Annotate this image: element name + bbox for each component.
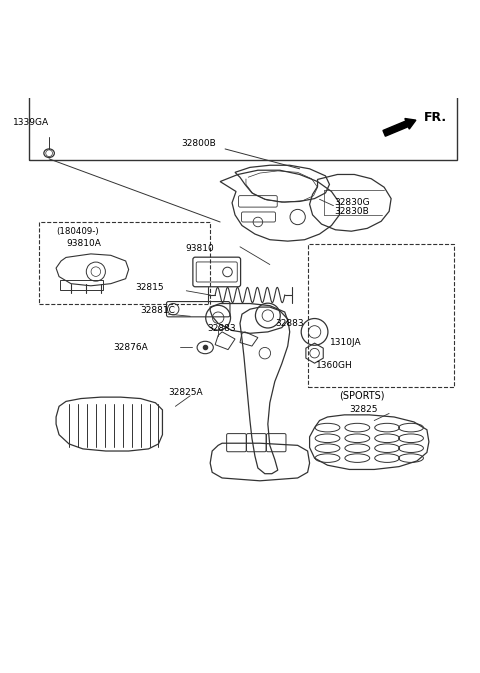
Text: (SPORTS): (SPORTS) [339,391,385,400]
Text: 1339GA: 1339GA [13,118,49,127]
Text: 32800B: 32800B [181,139,216,149]
Text: 32830G: 32830G [335,199,370,207]
Text: 32883: 32883 [207,324,236,333]
Text: 32830B: 32830B [335,207,369,216]
Text: 32881C: 32881C [141,306,176,315]
Text: 93810A: 93810A [66,239,101,248]
Text: 32825: 32825 [349,405,378,415]
Bar [29,0,457,160]
Text: 32825A: 32825A [168,388,203,396]
Text: FR.: FR. [424,111,447,125]
Bar [39,222,210,304]
Text: 1360GH: 1360GH [315,361,352,370]
Text: (180409-): (180409-) [56,227,99,236]
Text: 32883: 32883 [275,319,303,328]
Bar [308,244,454,387]
Text: 93810: 93810 [185,244,214,254]
Text: 1310JA: 1310JA [329,338,361,347]
Text: 32876A: 32876A [114,343,148,352]
FancyArrow shape [383,118,416,136]
Text: 32815: 32815 [136,283,164,293]
